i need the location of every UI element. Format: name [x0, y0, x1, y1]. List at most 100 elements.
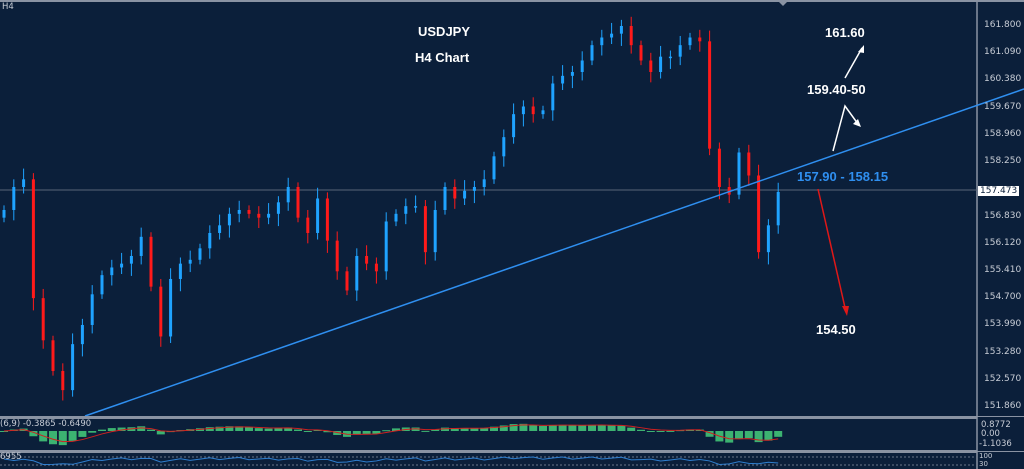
macd-bar — [382, 430, 391, 432]
candle — [198, 243, 202, 265]
macd-bar — [646, 431, 655, 432]
macd-bar — [88, 431, 97, 433]
candle — [365, 245, 369, 271]
candle — [129, 249, 133, 276]
macd-bar — [490, 426, 498, 431]
candle — [227, 207, 231, 238]
candle — [31, 173, 35, 311]
candle-body — [688, 37, 692, 46]
candle-body — [384, 221, 388, 272]
candle-body — [237, 209, 241, 214]
candle — [345, 266, 349, 296]
lower-panel-label: 6955 — [0, 452, 22, 462]
candle-body — [482, 179, 486, 187]
candle — [531, 97, 535, 123]
candle — [521, 100, 525, 127]
macd-bar — [156, 431, 165, 435]
candle-body — [649, 60, 653, 72]
candle-body — [414, 206, 418, 208]
candle-body — [453, 186, 457, 199]
axis-sep-2 — [977, 451, 1024, 452]
macd-bar — [509, 424, 518, 431]
arrow-up-line — [844, 47, 863, 79]
candle-body — [541, 110, 545, 115]
axis-sep-1 — [977, 416, 1024, 417]
candle — [325, 192, 329, 253]
macd-bar — [656, 431, 665, 432]
candle-body — [590, 45, 594, 61]
candle — [668, 50, 672, 69]
candle-body — [747, 152, 751, 176]
candle — [247, 205, 251, 219]
trendline[interactable] — [84, 88, 1024, 417]
candle-body — [521, 106, 525, 115]
candle — [747, 144, 751, 186]
candle — [727, 177, 731, 204]
macd-bar — [568, 425, 577, 431]
candle-body — [757, 175, 761, 253]
macd-bar — [548, 425, 557, 431]
macd-bar — [754, 431, 763, 443]
candle-body — [600, 37, 604, 46]
candle — [41, 288, 45, 349]
candle-body — [208, 232, 212, 249]
candle-body — [22, 179, 26, 187]
candle — [237, 200, 241, 223]
candle — [649, 52, 653, 83]
macd-bar — [460, 427, 469, 431]
candle-body — [100, 275, 104, 295]
macd-bar — [68, 431, 77, 441]
panel-separator-1[interactable] — [0, 416, 977, 419]
macd-bar — [725, 431, 734, 443]
candle-body — [737, 152, 741, 195]
shift-marker-icon[interactable] — [779, 2, 787, 6]
resistance-label: 159.40-50 — [807, 82, 866, 97]
candle — [159, 278, 163, 347]
candle-body — [2, 209, 6, 218]
candle — [639, 40, 643, 66]
macd-bar — [441, 427, 449, 431]
candle — [551, 75, 555, 121]
macd-bar — [744, 431, 753, 439]
price-tick: 159.670 — [984, 101, 1022, 112]
zone-label: 157.90 - 158.15 — [797, 169, 889, 184]
macd-bar — [431, 429, 440, 431]
macd-bar — [78, 431, 87, 437]
candle — [472, 180, 476, 204]
candle — [541, 105, 545, 119]
candle-body — [776, 191, 780, 226]
candle-body — [423, 206, 427, 253]
macd-bar — [607, 425, 616, 431]
price-tick: 161.090 — [984, 47, 1022, 58]
candle — [482, 170, 486, 196]
candle-body — [708, 41, 712, 149]
candle — [267, 203, 271, 225]
candle-body — [717, 148, 721, 187]
candle-body — [668, 56, 672, 59]
candle — [492, 151, 496, 184]
macd-bar — [303, 431, 312, 432]
candle-body — [570, 71, 574, 76]
macd-bar — [117, 427, 126, 431]
candle — [580, 51, 584, 81]
top-border — [0, 0, 1024, 2]
macd-bar — [597, 424, 606, 431]
macd-bar — [480, 427, 489, 431]
candle-body — [71, 344, 75, 391]
panel-separator-2[interactable] — [0, 450, 977, 453]
candle-body — [110, 267, 114, 276]
price-tick: 156.830 — [984, 210, 1022, 221]
macd-bar — [215, 426, 224, 431]
candle — [757, 164, 761, 259]
price-tick: 155.410 — [984, 264, 1022, 275]
candle-body — [218, 225, 222, 233]
candle — [110, 259, 114, 286]
candle — [120, 252, 124, 274]
macd-bar — [313, 429, 322, 431]
candle — [218, 214, 222, 240]
candle-body — [443, 186, 447, 210]
candle — [2, 205, 6, 223]
candle-body — [80, 324, 84, 345]
candle — [178, 257, 182, 292]
